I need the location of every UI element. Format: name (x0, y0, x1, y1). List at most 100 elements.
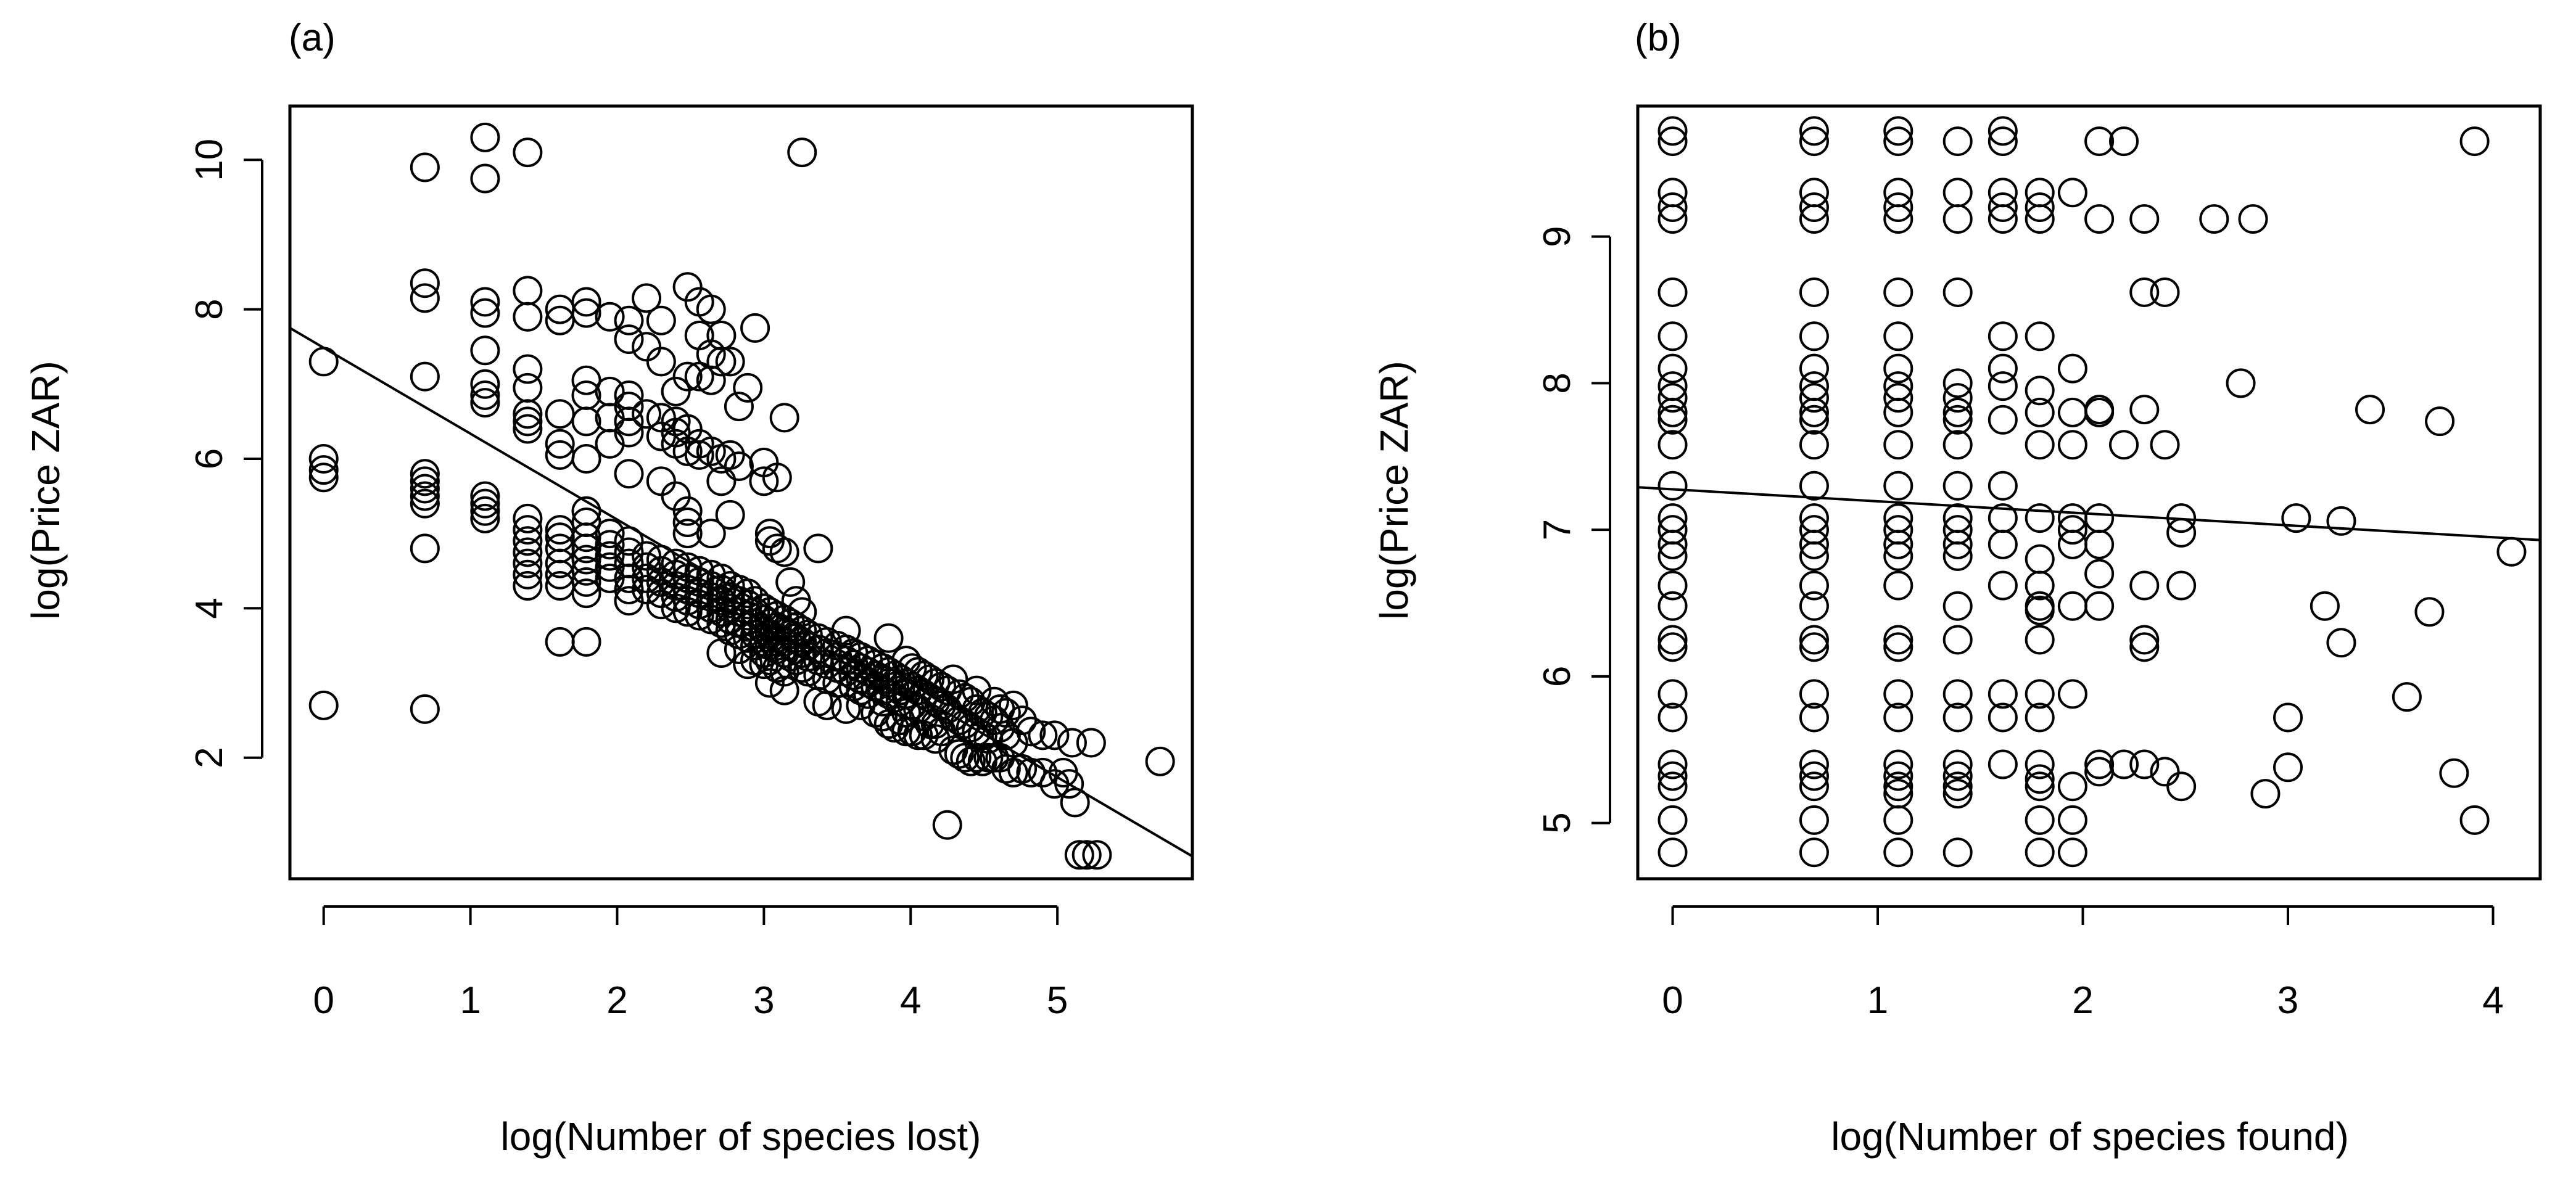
points-b (1657, 116, 2527, 868)
data-point (2109, 430, 2139, 460)
data-point (1942, 541, 1973, 571)
data-point (2459, 126, 2490, 157)
data-point (1942, 591, 1973, 621)
data-point (769, 403, 799, 433)
data-point (1883, 277, 1913, 307)
data-point (2057, 837, 2087, 868)
data-point (1657, 405, 1688, 435)
data-point (595, 530, 625, 560)
data-point (1988, 679, 2018, 709)
data-point (410, 481, 440, 511)
data-point (1657, 397, 1688, 427)
data-point (1657, 837, 1688, 868)
y-tick-label-b: 7 (1536, 519, 1579, 540)
data-point (595, 519, 625, 549)
data-point (1076, 728, 1106, 758)
data-point (2084, 529, 2115, 559)
y-tick-label-a: 8 (188, 298, 231, 319)
data-point (513, 399, 543, 429)
data-point (1942, 277, 1973, 307)
data-point (545, 429, 575, 459)
data-point (1942, 368, 1973, 398)
y-axis-label-b: log(Price ZAR) (1372, 361, 1416, 620)
data-point (1657, 126, 1688, 157)
data-point (1942, 837, 1973, 868)
data-point (803, 533, 833, 564)
data-point (1883, 126, 1913, 157)
data-point (571, 627, 601, 657)
data-point (410, 488, 440, 519)
data-point (715, 347, 745, 377)
data-point (1988, 204, 2018, 234)
data-point (470, 369, 500, 399)
data-point (1799, 761, 1829, 791)
data-point (661, 376, 691, 406)
data-point (571, 406, 601, 437)
panel-label-a: (a) (289, 17, 336, 59)
data-point (706, 563, 737, 593)
data-point (724, 392, 754, 422)
data-point (2129, 277, 2160, 307)
data-point (754, 668, 785, 698)
data-point (513, 548, 543, 578)
data-point (1942, 625, 1973, 655)
data-point (1883, 625, 1913, 655)
data-point (1988, 126, 2018, 157)
data-point (1883, 383, 1913, 413)
data-point (571, 567, 601, 597)
data-point (2025, 321, 2055, 352)
data-point (2084, 397, 2115, 427)
data-point (2414, 597, 2445, 627)
data-point (571, 287, 601, 317)
data-point (1988, 321, 2018, 352)
plot-frame-a (288, 104, 1194, 881)
data-point (2057, 178, 2087, 208)
data-point (1657, 353, 1688, 384)
data-point (1657, 702, 1688, 733)
data-point (2355, 395, 2385, 425)
data-point (470, 488, 500, 519)
data-point (2025, 837, 2055, 868)
data-point (2025, 430, 2055, 460)
data-point (2109, 126, 2139, 157)
data-point (470, 298, 500, 328)
data-point (1799, 749, 1829, 779)
data-point (1657, 529, 1688, 559)
y-tick-label-a: 4 (188, 598, 231, 619)
data-point (1657, 321, 1688, 352)
data-point (1942, 771, 1973, 802)
axis-y-label-b: log(Price ZAR) (1372, 361, 1416, 620)
data-point (470, 388, 500, 418)
data-point (696, 294, 726, 324)
data-point (749, 466, 779, 496)
x-axis-label-a: log(Number of species lost) (501, 1114, 981, 1159)
data-point (733, 372, 763, 403)
data-point (1799, 383, 1829, 413)
data-point (1799, 405, 1829, 435)
data-point (308, 462, 339, 493)
data-point (2109, 749, 2139, 779)
data-point (470, 503, 500, 533)
data-point (2250, 779, 2281, 809)
x-tick-label-a: 4 (900, 979, 921, 1022)
x-tick-label-b: 0 (1662, 979, 1683, 1022)
data-point (2084, 204, 2115, 234)
data-point (513, 503, 543, 533)
x-tick-label-b: 2 (2072, 979, 2093, 1022)
data-point (1657, 632, 1688, 662)
x-tick-label-b: 4 (2482, 979, 2503, 1022)
data-point (2025, 679, 2055, 709)
data-point (1657, 771, 1688, 802)
data-point (775, 567, 806, 597)
data-point (2084, 126, 2115, 157)
data-point (513, 406, 543, 437)
data-point (1007, 705, 1038, 736)
data-point (1657, 204, 1688, 234)
data-point (1799, 529, 1829, 559)
data-point (513, 559, 543, 590)
data-point (545, 515, 575, 545)
data-point (614, 459, 644, 489)
data-point (614, 406, 644, 437)
data-point (1799, 430, 1829, 460)
data-point (715, 500, 745, 530)
